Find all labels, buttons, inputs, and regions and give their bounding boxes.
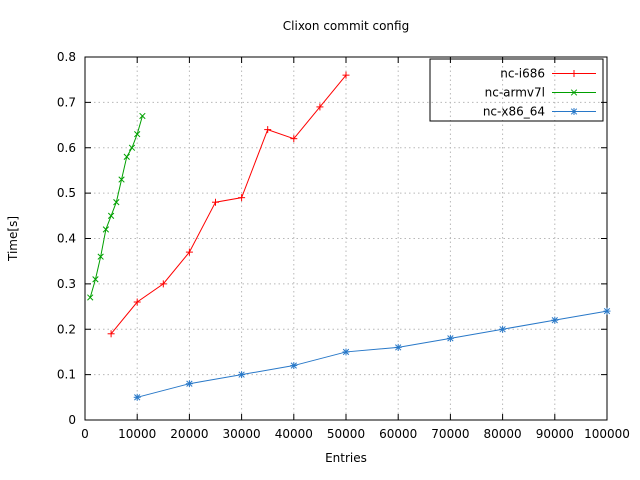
series-line-nc-x86_64 — [137, 310, 608, 398]
series-nc-x86_64 — [133, 307, 611, 401]
svg-text:0: 0 — [68, 413, 76, 427]
legend-sample-nc-armv7l — [552, 89, 596, 96]
legend-label-nc-i686: nc-i686 — [500, 67, 545, 81]
y-axis-label: Time[s] — [6, 216, 20, 262]
legend-label-nc-armv7l: nc-armv7l — [485, 86, 545, 100]
svg-text:40000: 40000 — [275, 427, 313, 441]
series-line-nc-armv7l — [89, 115, 143, 298]
svg-text:30000: 30000 — [223, 427, 261, 441]
x-axis-label: Entries — [325, 451, 367, 465]
svg-text:70000: 70000 — [431, 427, 469, 441]
chart-title: Clixon commit config — [283, 19, 409, 33]
svg-text:50000: 50000 — [327, 427, 365, 441]
svg-text:0.1: 0.1 — [57, 368, 76, 382]
svg-text:0.7: 0.7 — [57, 95, 76, 109]
svg-text:60000: 60000 — [379, 427, 417, 441]
legend: nc-i686 nc-armv7l nc-x86_64 — [429, 58, 604, 122]
y-tick-labels: 0 0.1 0.2 0.3 0.4 0.5 0.6 0.7 0.8 — [57, 50, 76, 427]
svg-text:100000: 100000 — [584, 427, 630, 441]
svg-text:0.2: 0.2 — [57, 322, 76, 336]
svg-text:0.3: 0.3 — [57, 277, 76, 291]
svg-text:0: 0 — [81, 427, 89, 441]
svg-text:10000: 10000 — [118, 427, 156, 441]
legend-box — [429, 58, 604, 122]
svg-text:80000: 80000 — [484, 427, 522, 441]
x-tick-labels: 0 10000 20000 30000 40000 50000 60000 70000 8000… — [81, 427, 630, 441]
grid-lines — [85, 57, 607, 420]
svg-text:0.8: 0.8 — [57, 50, 76, 64]
legend-label-nc-x86_64: nc-x86_64 — [483, 105, 545, 119]
legend-sample-nc-i686 — [552, 70, 596, 77]
axis-ticks — [84, 56, 608, 421]
svg-text:0.4: 0.4 — [57, 232, 76, 246]
svg-text:0.6: 0.6 — [57, 141, 76, 155]
series-nc-i686 — [107, 71, 350, 338]
legend-sample-nc-x86_64 — [552, 108, 596, 115]
svg-text:90000: 90000 — [536, 427, 574, 441]
svg-text:0.5: 0.5 — [57, 186, 76, 200]
series-nc-armv7l — [87, 112, 146, 301]
svg-text:20000: 20000 — [170, 427, 208, 441]
series-line-nc-i686 — [110, 74, 347, 335]
